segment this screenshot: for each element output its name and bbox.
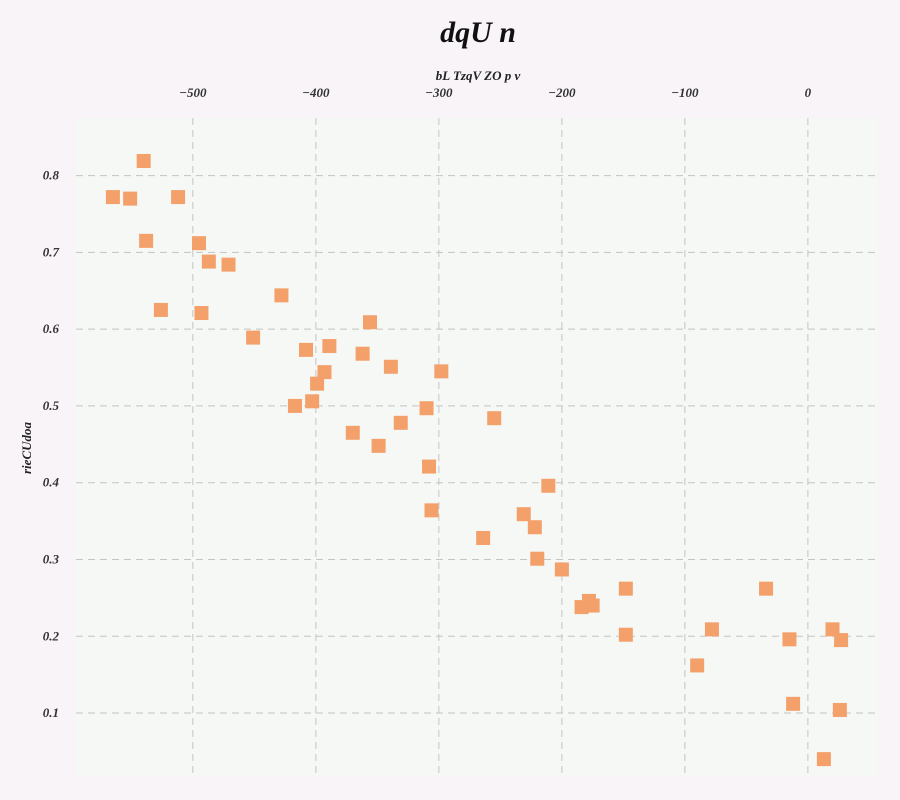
scatter-point — [194, 306, 209, 321]
y-axis-label: rieCUdoa — [19, 422, 34, 475]
x-tick-label: 0 — [805, 85, 812, 100]
x-axis-label: bL TzqV ZO p v — [436, 68, 521, 83]
scatter-point — [136, 153, 151, 168]
scatter-point — [371, 438, 386, 453]
scatter-point — [574, 600, 589, 615]
scatter-point — [153, 302, 168, 317]
scatter-point — [618, 581, 633, 596]
scatter-point — [424, 503, 439, 518]
scatter-point — [317, 365, 332, 380]
scatter-point — [419, 401, 434, 416]
scatter-point — [105, 190, 120, 205]
scatter-point — [530, 551, 545, 566]
scatter-point — [383, 359, 398, 374]
scatter-point — [299, 342, 314, 357]
scatter-point — [554, 562, 569, 577]
x-tick-label: −500 — [179, 85, 207, 100]
scatter-point — [221, 257, 236, 272]
y-tick-label: 0.3 — [43, 551, 60, 566]
scatter-point — [476, 530, 491, 545]
y-tick-label: 0.8 — [43, 168, 60, 183]
scatter-point — [310, 376, 325, 391]
scatter-point — [393, 415, 408, 430]
scatter-point — [362, 315, 377, 330]
scatter-point — [434, 364, 449, 379]
grid — [76, 118, 878, 776]
chart-title: dqU n — [440, 16, 516, 49]
y-tick-label: 0.5 — [43, 398, 60, 413]
y-tick-label: 0.7 — [43, 244, 60, 259]
scatter-point — [287, 398, 302, 413]
scatter-point — [305, 394, 320, 409]
scatter-point — [618, 627, 633, 642]
scatter-point — [246, 330, 261, 345]
scatter-point — [171, 190, 186, 205]
scatter-point — [322, 339, 337, 354]
scatter-point — [487, 411, 502, 426]
y-tick-label: 0.2 — [43, 628, 60, 643]
plot-area — [76, 118, 878, 776]
scatter-point — [786, 696, 801, 711]
scatter-point — [192, 236, 207, 251]
scatter-point — [832, 702, 847, 717]
x-tick-label: −200 — [548, 85, 576, 100]
scatter-point — [527, 520, 542, 535]
y-tick-label: 0.6 — [43, 321, 60, 336]
y-tick-label: 0.1 — [43, 705, 59, 720]
scatter-point — [422, 459, 437, 474]
y-tick-label: 0.4 — [43, 475, 60, 490]
scatter-point — [139, 233, 154, 248]
scatter-point — [541, 478, 556, 493]
scatter-point — [345, 425, 360, 440]
scatter-point — [834, 633, 849, 648]
scatter-point — [516, 507, 531, 522]
x-tick-label: −400 — [302, 85, 330, 100]
data-points — [105, 153, 849, 767]
scatter-point — [123, 191, 138, 206]
scatter-point — [704, 622, 719, 637]
scatter-point — [816, 752, 831, 767]
scatter-point — [782, 632, 797, 647]
scatter-point — [759, 581, 774, 596]
tick-labels: −500 −400 −300 −200 −100 0 0.1 0.2 0.3 0.4 0.5 0.6 0… — [43, 85, 812, 720]
scatter-point — [201, 254, 216, 269]
scatter-point — [274, 288, 289, 303]
x-tick-label: −300 — [425, 85, 453, 100]
scatter-point — [355, 346, 370, 361]
scatter-point — [690, 658, 705, 673]
scatter-point — [585, 598, 600, 613]
x-tick-label: −100 — [671, 85, 699, 100]
scatter-point — [825, 622, 840, 637]
